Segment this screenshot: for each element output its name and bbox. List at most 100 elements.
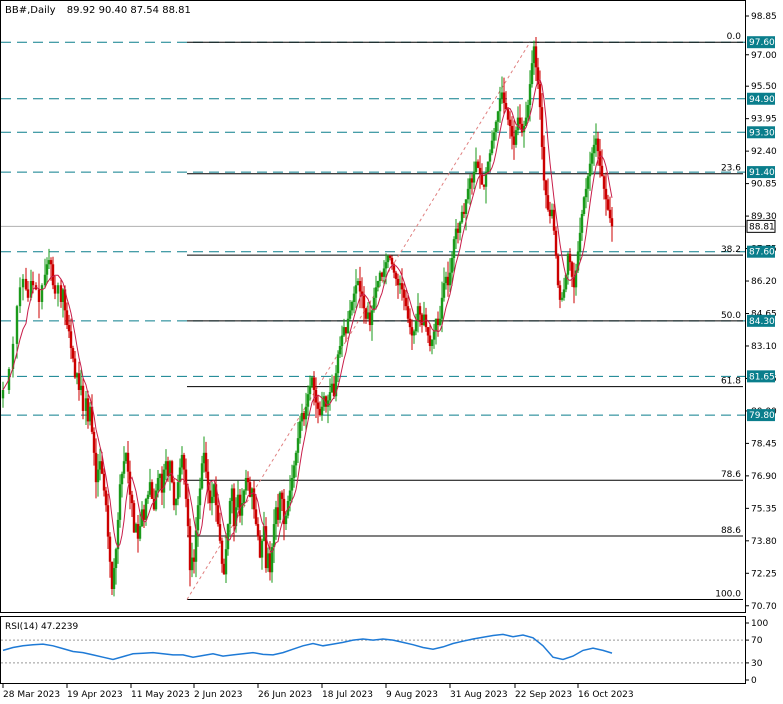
candle-body: [260, 540, 264, 558]
candle-body: [460, 211, 464, 223]
price-tick-label: 76.90: [751, 472, 777, 482]
candle-body: [440, 297, 444, 319]
candle-body: [274, 507, 278, 525]
candle-body: [538, 84, 542, 108]
candle-body: [442, 283, 446, 298]
moving-average: [2, 78, 613, 553]
fib-level-label: 78.6: [721, 470, 741, 480]
candle-body: [45, 264, 49, 275]
candle-body: [324, 396, 328, 407]
current-price-tag: [746, 219, 776, 233]
level-price-label: 93.30: [749, 128, 775, 138]
candle-body: [164, 461, 168, 470]
candle-body: [94, 452, 98, 483]
candle-body: [312, 377, 316, 390]
candle-body: [230, 488, 234, 502]
candle-body: [576, 251, 580, 271]
candle-body: [368, 312, 372, 326]
candle-body: [344, 327, 348, 334]
candle-body: [242, 490, 246, 504]
price-tick-label: 75.35: [751, 504, 777, 514]
candle-body: [222, 563, 226, 575]
candle-body: [190, 557, 194, 571]
price-tick-label: 90.85: [751, 180, 777, 190]
candle-body: [390, 257, 394, 265]
candle-body: [120, 473, 124, 485]
candle-body: [364, 308, 368, 319]
candle-body: [446, 276, 450, 286]
candle-body: [284, 515, 288, 525]
candle-body: [290, 477, 294, 491]
candle-body: [478, 167, 482, 175]
candle-body: [134, 524, 138, 533]
candle-body: [67, 325, 71, 332]
price-tick-label: 72.25: [751, 569, 777, 579]
candle-body: [596, 138, 600, 152]
candle-body: [86, 398, 90, 422]
candle-body: [92, 431, 96, 453]
candle-body: [418, 306, 422, 315]
candle-body: [362, 295, 366, 309]
candle-body: [37, 289, 41, 302]
level-price-tag: [747, 36, 775, 49]
candle-body: [166, 461, 170, 476]
candle-body: [348, 310, 352, 319]
candle-body: [414, 320, 418, 332]
candle-body: [450, 257, 454, 273]
candle-body: [276, 507, 280, 520]
candle-body: [292, 465, 296, 478]
candle-body: [520, 123, 524, 133]
candle-body: [142, 509, 146, 520]
candle-body: [458, 222, 462, 233]
candle-body: [71, 348, 75, 359]
candle-body: [582, 197, 586, 214]
candle-body: [31, 281, 35, 286]
candle-body: [326, 400, 330, 407]
candle-body: [552, 209, 556, 231]
candle-body: [130, 494, 134, 504]
fib-trend-line: [186, 41, 531, 600]
time-tick-label: 2 Jun 2023: [194, 690, 242, 700]
candle-body: [566, 253, 570, 275]
candle-body: [476, 161, 480, 168]
level-price-tag: [747, 92, 775, 105]
candle-body: [15, 306, 19, 344]
candle-body: [578, 232, 582, 252]
level-price-tag: [747, 314, 775, 327]
candle-body: [560, 297, 564, 300]
level-price-tag: [747, 370, 775, 383]
candle-body: [422, 314, 426, 326]
candle-body: [316, 402, 320, 409]
candle-body: [21, 278, 25, 288]
candle-body: [402, 289, 406, 298]
fibonacci-retracement[interactable]: 0.0 23.6 38.2 50.0 61.8 78.6 88.6 100.0: [186, 32, 743, 600]
candle-body: [88, 406, 92, 422]
candle-body: [102, 473, 106, 491]
candle-body: [532, 46, 536, 64]
price-tick-label: 92.40: [751, 147, 777, 157]
candle-body: [168, 461, 172, 476]
candle-body: [226, 524, 230, 550]
fib-level-label: 50.0: [721, 311, 741, 321]
candle-body: [250, 488, 254, 497]
candle-body: [53, 285, 57, 294]
candle-body: [126, 452, 130, 472]
candle-body: [214, 484, 218, 506]
candle-body: [428, 335, 432, 346]
candle-body: [216, 505, 220, 525]
candle-body: [272, 524, 276, 548]
candle-body: [482, 184, 486, 187]
level-price-label: 84.30: [749, 317, 775, 327]
candle-body: [270, 547, 274, 573]
candle-body: [380, 272, 384, 277]
candle-body: [600, 165, 604, 177]
price-tick-label: 98.85: [751, 12, 777, 22]
candle-body: [406, 306, 410, 319]
rsi-indicator: 100 70 30 0: [1, 619, 768, 686]
candle-body: [542, 146, 546, 181]
candle-body: [528, 84, 532, 106]
candle-body: [354, 285, 358, 294]
candle-body: [392, 264, 396, 273]
candle-body: [148, 482, 152, 495]
